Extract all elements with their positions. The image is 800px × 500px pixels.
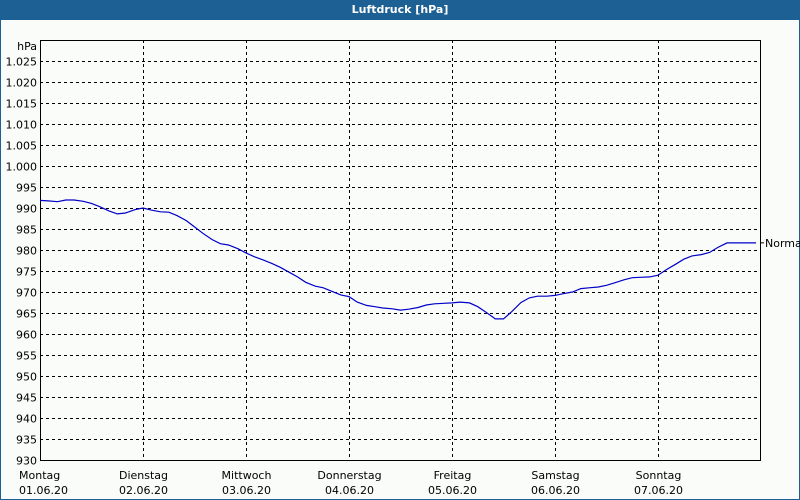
y-tick-label: 995 <box>16 182 37 195</box>
x-tick-day-label: Samstag <box>531 469 579 482</box>
y-tick-label: 990 <box>16 203 37 216</box>
x-axis-tick-labels: Montag 01.06.20 Dienstag 02.06.20 Mittwoch 03… <box>19 469 683 497</box>
x-tick-date-label: 01.06.20 <box>19 484 68 497</box>
y-axis-tick-labels: 930 935 940 945 950 955 960 965 970 975 980 985 990 9… <box>6 56 38 468</box>
y-tick-label: 950 <box>16 371 37 384</box>
y-tick-label: 1.000 <box>6 161 38 174</box>
x-tick-day-label: Donnerstag <box>317 469 381 482</box>
y-tick-label: 1.005 <box>6 140 38 153</box>
pressure-line <box>39 199 756 320</box>
y-tick-label: 1.025 <box>6 56 38 69</box>
chart-title: Luftdruck [hPa] <box>0 0 800 20</box>
x-tick-day-label: Dienstag <box>119 469 168 482</box>
y-tick-label: 965 <box>16 308 37 321</box>
y-tick-label: 1.010 <box>6 119 38 132</box>
x-tick-day-label: Freitag <box>434 469 472 482</box>
y-tick-label: 1.020 <box>6 77 38 90</box>
x-tick-date-label: 04.06.20 <box>325 484 374 497</box>
y-tick-label: 1.015 <box>6 98 38 111</box>
x-tick-date-label: 03.06.20 <box>222 484 271 497</box>
x-tick-day-label: Sonntag <box>636 469 682 482</box>
y-tick-label: 935 <box>16 434 37 447</box>
y-axis-unit-label: hPa <box>17 40 37 53</box>
x-tick-date-label: 02.06.20 <box>119 484 168 497</box>
y-tick-label: 980 <box>16 245 37 258</box>
y-tick-label: 940 <box>16 413 37 426</box>
y-tick-label: 955 <box>16 350 37 363</box>
y-tick-label: 985 <box>16 224 37 237</box>
normal-annotation-label: Normal <box>765 237 800 250</box>
horizontal-gridlines <box>40 61 760 440</box>
vertical-gridlines <box>143 40 659 460</box>
x-tick-date-label: 07.06.20 <box>634 484 683 497</box>
x-tick-day-label: Mittwoch <box>222 469 272 482</box>
x-tick-date-label: 06.06.20 <box>531 484 580 497</box>
y-tick-label: 945 <box>16 392 37 405</box>
y-tick-label: 970 <box>16 287 37 300</box>
plot-area-border <box>40 40 761 461</box>
y-tick-label: 960 <box>16 329 37 342</box>
y-tick-label: 975 <box>16 266 37 279</box>
x-tick-day-label: Montag <box>19 469 60 482</box>
y-tick-label: 930 <box>16 455 37 468</box>
x-tick-date-label: 05.06.20 <box>428 484 477 497</box>
